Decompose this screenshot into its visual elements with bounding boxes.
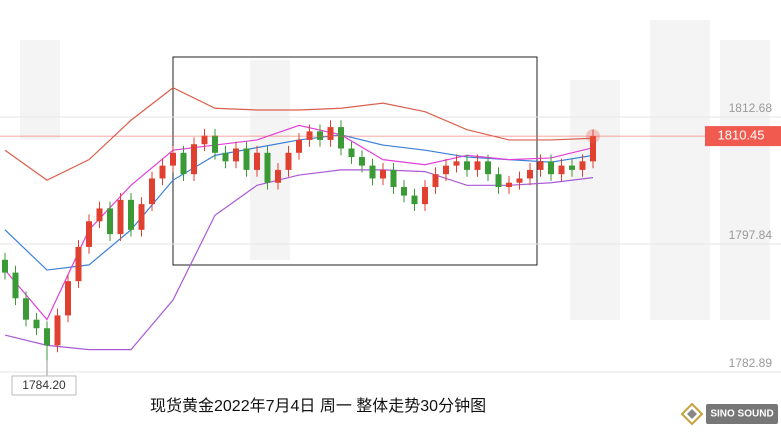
candle-body (327, 127, 334, 140)
candle-body (44, 328, 50, 346)
candle-body (33, 319, 40, 329)
candle-body (548, 161, 554, 175)
candle-body (527, 169, 533, 179)
candle-body (149, 178, 155, 205)
lower-band-line (4, 169, 594, 351)
candle-body (306, 131, 313, 140)
candle-body (86, 221, 92, 247)
candle-body (401, 187, 407, 196)
y-tick-label: 1782.89 (729, 356, 773, 370)
candle-body (128, 199, 134, 230)
candle-body (369, 165, 376, 179)
candle-body (285, 152, 292, 170)
candle-body (474, 161, 481, 170)
candle-body (380, 169, 386, 179)
upper-band-line (4, 87, 594, 181)
brand-logo: SINO SOUND (680, 402, 778, 426)
candle-body (254, 152, 260, 170)
candle-body (464, 161, 470, 170)
candle-body (432, 174, 439, 188)
candle-body (65, 281, 71, 316)
candle-body (453, 161, 460, 166)
candle-body (180, 152, 187, 175)
candle-body (590, 136, 596, 162)
candle-body (443, 165, 449, 175)
candle-body (569, 165, 575, 170)
candle-body (170, 152, 176, 166)
candle-body (75, 246, 82, 282)
low-marker-label: 1784.20 (22, 378, 66, 392)
candle-body (422, 187, 428, 205)
candle-body (222, 152, 229, 162)
candle-body (348, 148, 355, 158)
chart-title: 现货黄金2022年7月4日 周一 整体走势30分钟图 (150, 397, 486, 415)
candle-body (191, 144, 197, 175)
candle-body (12, 272, 19, 299)
candle-body (317, 131, 323, 140)
candle-body (54, 315, 61, 346)
candle-body (138, 204, 145, 230)
candle-body (485, 161, 491, 175)
last-price-glow (586, 129, 600, 144)
candle-body (107, 208, 113, 235)
candle-body (537, 161, 544, 170)
candle-body (495, 174, 502, 188)
candle-body (2, 259, 8, 273)
candle-body (390, 169, 397, 188)
candle-body (359, 157, 365, 166)
candle-body (516, 178, 523, 183)
low-marker-box (11, 375, 77, 396)
candle-body (338, 127, 344, 149)
candle-body (275, 169, 281, 183)
y-tick-label: 1812.68 (729, 101, 773, 115)
candle-body (264, 152, 271, 183)
last-price-box (705, 126, 781, 147)
candle-body (243, 148, 250, 170)
candle-body (201, 135, 208, 145)
candle-body (23, 298, 29, 320)
brand-text: SINO SOUND (710, 409, 773, 420)
candle-body (296, 139, 302, 153)
candle-body (117, 199, 124, 235)
candle-body (233, 148, 239, 162)
candle-body (159, 165, 166, 179)
last-price-label: 1810.45 (718, 128, 765, 143)
background-decoration (20, 20, 770, 320)
candle-body (506, 182, 512, 188)
candle-body (579, 161, 586, 170)
candle-body (411, 195, 418, 205)
candle-body (558, 165, 565, 175)
y-tick-label: 1797.84 (729, 228, 773, 242)
candle-body (212, 135, 218, 153)
ma-short-line (4, 124, 594, 321)
candle-body (96, 208, 103, 222)
